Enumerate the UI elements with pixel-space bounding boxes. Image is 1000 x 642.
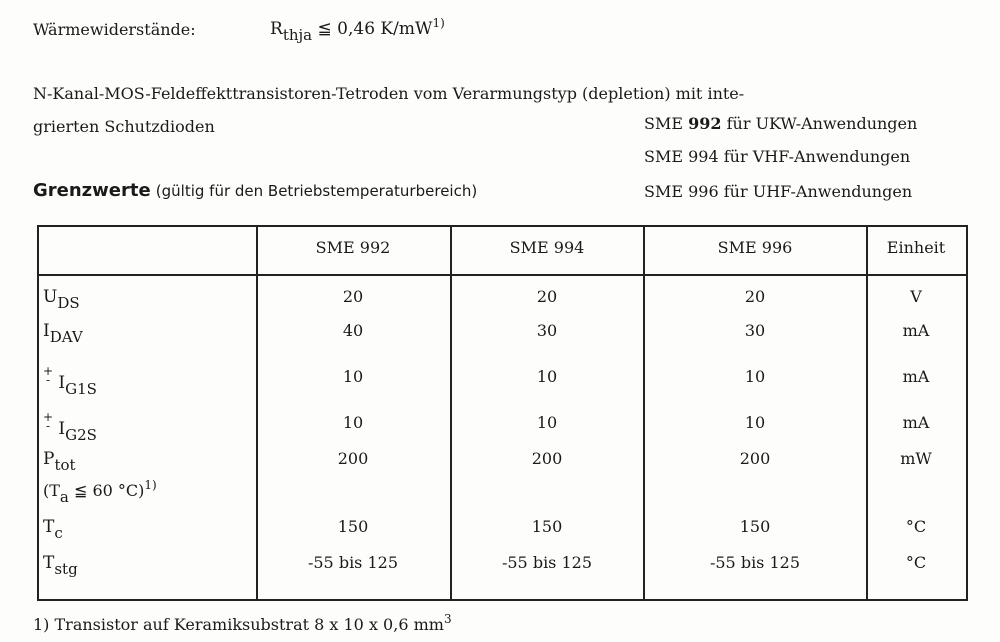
table-cell: 200 [337, 449, 369, 468]
table-cell: 150 [337, 517, 369, 536]
table-cell: 200 [739, 449, 771, 468]
unit-cell: °C [905, 553, 927, 572]
unit-cell: mA [902, 413, 930, 432]
variant-996: SME 996 für UHF-Anwendungen [644, 182, 913, 201]
table-cell: 40 [342, 321, 364, 340]
parameter-symbol: UDS [43, 287, 80, 312]
thermal-resistance: Rthja ≦ 0,46 K/mW1) [270, 16, 445, 44]
column-header: SME 996 [717, 238, 793, 257]
plus-minus-icon: + - [43, 410, 54, 433]
table-cell: 200 [531, 449, 563, 468]
table-cell: 20 [536, 287, 558, 306]
table-cell: 10 [342, 413, 364, 432]
table-cell: 150 [739, 517, 771, 536]
table-cell: 20 [744, 287, 766, 306]
parameter-symbol: Ptot [43, 449, 76, 474]
plus-minus-icon: + - [43, 364, 54, 387]
column-header: SME 992 [315, 238, 391, 257]
table-header-divider [37, 274, 968, 276]
table-cell: 10 [342, 367, 364, 386]
section-heading: Grenzwerte (gültig für den Betriebstempe… [33, 180, 478, 201]
column-divider [256, 225, 258, 601]
parameter-symbol: Tstg [43, 553, 78, 578]
unit-cell: mA [902, 367, 930, 386]
table-cell: 30 [744, 321, 766, 340]
intro-line-1: N-Kanal-MOS-Feldeffekttransistoren-Tetro… [33, 84, 745, 103]
table-cell: 10 [744, 413, 766, 432]
column-divider [643, 225, 645, 601]
parameter-symbol: Tc [43, 517, 63, 542]
table-cell: 150 [531, 517, 563, 536]
table-cell: -55 bis 125 [501, 553, 593, 572]
ptot-condition: (Ta ≦ 60 °C)1) [43, 478, 157, 506]
thermal-label: Wärmewiderstände: [33, 20, 196, 39]
intro-line-2: grierten Schutzdioden [33, 117, 215, 136]
variant-992: SME 992 für UKW-Anwendungen [644, 114, 918, 133]
parameter-symbol: IDAV [43, 321, 83, 346]
column-divider [866, 225, 868, 601]
variant-994: SME 994 für VHF-Anwendungen [644, 147, 911, 166]
table-cell: 30 [536, 321, 558, 340]
table-cell: 10 [536, 413, 558, 432]
unit-cell: mA [902, 321, 930, 340]
parameter-symbol: + - IG2S [43, 410, 97, 444]
column-header: SME 994 [509, 238, 585, 257]
footnote: 1) Transistor auf Keramiksubstrat 8 x 10… [33, 612, 452, 634]
table-cell: 10 [536, 367, 558, 386]
table-border-bottom [37, 599, 968, 601]
table-cell: -55 bis 125 [709, 553, 801, 572]
table-cell: 20 [342, 287, 364, 306]
table-border-top [37, 225, 968, 227]
table-cell: 10 [744, 367, 766, 386]
table-border-left [37, 225, 39, 601]
parameter-symbol: + - IG1S [43, 364, 97, 398]
unit-cell: °C [905, 517, 927, 536]
column-divider [450, 225, 452, 601]
unit-cell: V [910, 287, 922, 306]
table-cell: -55 bis 125 [307, 553, 399, 572]
table-border-right [966, 225, 968, 601]
unit-cell: mW [900, 449, 932, 468]
column-header: Einheit [886, 238, 946, 257]
